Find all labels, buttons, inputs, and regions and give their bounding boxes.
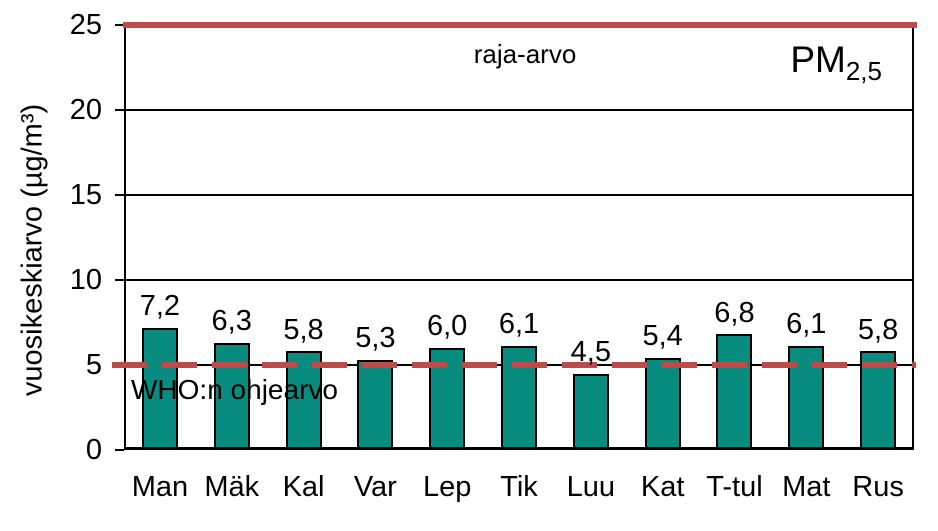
x-tick-label-Luu: Luu: [566, 471, 615, 503]
x-tick-label-Mat: Mat: [782, 471, 831, 503]
bar-Kat: [644, 358, 681, 450]
y-axis-title: vuosikeskiarvo (µg/m³): [16, 103, 49, 397]
y-tick-mark-10: [115, 279, 124, 281]
x-tick-label-Lep: Lep: [422, 471, 472, 503]
value-label-Kal: 5,8: [283, 313, 324, 346]
chart-title: PM2,5: [790, 39, 882, 87]
value-label-Rus: 5,8: [857, 313, 899, 346]
x-axis: Man Mäk Kal Var Lep Tik Luu Kat T-tul Mat Rus: [124, 470, 914, 506]
gridline-10: [124, 279, 914, 281]
who-guideline-label: WHO:n ohjearvo: [131, 374, 338, 405]
bar-Man: [141, 327, 178, 450]
y-tick-mark-0: [115, 449, 124, 451]
y-tick-mark-20: [115, 109, 124, 111]
y-tick-label-25: 25: [69, 9, 102, 41]
value-label-Mäk: 6,3: [211, 305, 252, 338]
y-tick-mark-25: [115, 24, 124, 26]
value-label-Kat: 5,4: [642, 320, 683, 353]
y-tick-label-20: 20: [69, 94, 102, 126]
limit-value-line: [123, 22, 917, 28]
gridline-20: [124, 109, 914, 111]
bar-Mäk: [213, 342, 250, 450]
x-tick-label-Kat: Kat: [640, 471, 685, 503]
x-tick-label-Var: Var: [353, 471, 397, 503]
value-label-Luu: 4,5: [570, 335, 611, 368]
y-tick-label-15: 15: [69, 179, 102, 211]
value-label-Tik: 6,1: [498, 308, 540, 341]
x-tick-label-T-tul: T-tul: [706, 471, 763, 503]
x-tick-label-Mäk: Mäk: [204, 471, 260, 503]
chart-title-main: PM: [790, 39, 846, 80]
bar-T-tul: [716, 334, 753, 450]
value-label-T-tul: 6,8: [714, 296, 755, 329]
who-guideline-line: [112, 362, 916, 368]
gridline-15: [124, 194, 914, 196]
value-label-Lep: 6,0: [427, 310, 468, 343]
x-tick-label-Tik: Tik: [500, 471, 538, 503]
x-tick-label-Man: Man: [131, 471, 189, 503]
value-label-Mat: 6,1: [786, 308, 827, 341]
plot-area: 7,2 6,3 5,8 5,3 6,0 6,1 4,5 5,4 6,8 6,1 5,8 raja-a…: [112, 22, 917, 450]
y-tick-label-5: 5: [85, 349, 102, 381]
y-tick-label-0: 0: [85, 434, 102, 466]
x-tick-label-Kal: Kal: [282, 471, 325, 503]
y-tick-mark-15: [115, 194, 124, 196]
value-label-Var: 5,3: [355, 322, 396, 355]
chart-title-subscript: 2,5: [845, 56, 882, 86]
x-tick-label-Rus: Rus: [852, 471, 904, 503]
y-tick-label-10: 10: [69, 264, 102, 296]
bar-Luu: [572, 373, 609, 450]
limit-line-label: raja-arvo: [473, 39, 577, 69]
value-label-Man: 7,2: [139, 289, 181, 322]
